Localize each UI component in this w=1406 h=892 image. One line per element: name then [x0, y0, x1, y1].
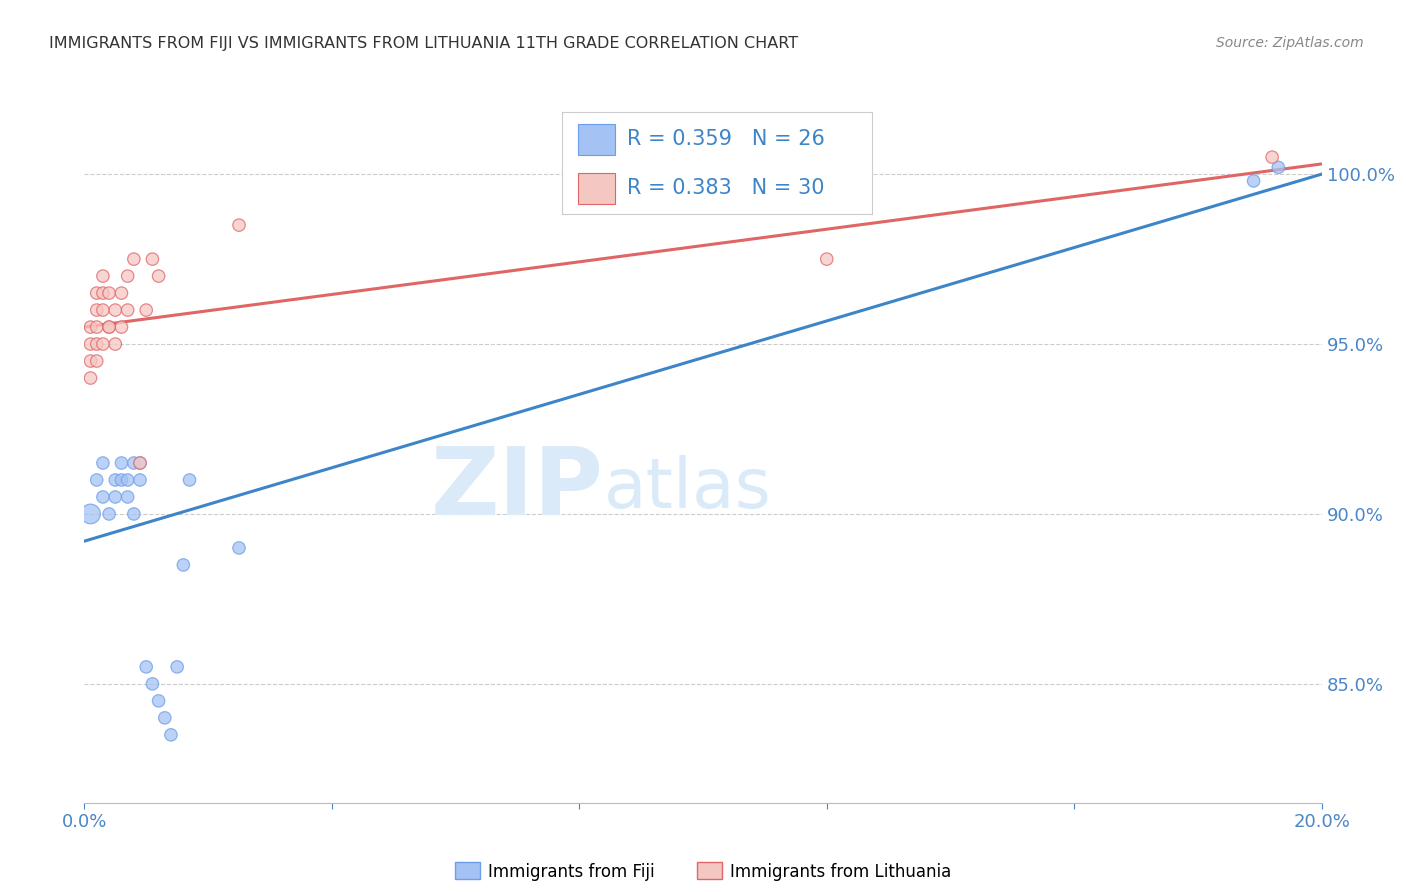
Point	[104, 490, 127, 504]
Point	[141, 677, 163, 691]
Point	[104, 337, 127, 351]
Text: ZIP: ZIP	[432, 442, 605, 535]
Point	[79, 354, 101, 368]
Point	[79, 320, 101, 334]
Point	[79, 507, 101, 521]
Point	[135, 660, 157, 674]
Point	[122, 252, 145, 266]
Point	[86, 473, 108, 487]
Point	[129, 456, 152, 470]
Point	[98, 507, 121, 521]
Point	[98, 320, 121, 334]
Point	[141, 252, 163, 266]
Point	[117, 303, 139, 318]
Point	[1261, 150, 1284, 164]
Point	[148, 694, 170, 708]
Point	[91, 456, 114, 470]
Point	[179, 473, 201, 487]
Point	[117, 490, 139, 504]
Bar	[578, 124, 614, 154]
Point	[117, 473, 139, 487]
Point	[86, 303, 108, 318]
Point	[91, 490, 114, 504]
Point	[110, 473, 132, 487]
Point	[110, 456, 132, 470]
Text: IMMIGRANTS FROM FIJI VS IMMIGRANTS FROM LITHUANIA 11TH GRADE CORRELATION CHART: IMMIGRANTS FROM FIJI VS IMMIGRANTS FROM …	[49, 36, 799, 51]
Point	[91, 286, 114, 301]
Point	[86, 320, 108, 334]
Point	[91, 303, 114, 318]
Point	[91, 269, 114, 284]
Point	[110, 286, 132, 301]
Point	[98, 320, 121, 334]
Point	[79, 337, 101, 351]
Point	[815, 252, 838, 266]
Point	[166, 660, 188, 674]
Point	[91, 337, 114, 351]
Point	[153, 711, 176, 725]
Point	[1243, 174, 1265, 188]
Text: R = 0.359   N = 26: R = 0.359 N = 26	[627, 129, 825, 149]
Point	[98, 286, 121, 301]
Legend: Immigrants from Fiji, Immigrants from Lithuania: Immigrants from Fiji, Immigrants from Li…	[449, 855, 957, 888]
Point	[228, 218, 250, 232]
Point	[79, 371, 101, 385]
Point	[86, 286, 108, 301]
Point	[129, 473, 152, 487]
Point	[1267, 161, 1289, 175]
Text: atlas: atlas	[605, 455, 772, 523]
Bar	[578, 173, 614, 204]
Point	[122, 456, 145, 470]
Point	[86, 337, 108, 351]
Point	[135, 303, 157, 318]
Point	[104, 473, 127, 487]
Point	[122, 507, 145, 521]
Point	[160, 728, 183, 742]
Point	[172, 558, 194, 572]
Point	[86, 354, 108, 368]
Point	[129, 456, 152, 470]
Point	[148, 269, 170, 284]
Point	[117, 269, 139, 284]
Point	[110, 320, 132, 334]
Point	[228, 541, 250, 555]
Text: R = 0.383   N = 30: R = 0.383 N = 30	[627, 178, 825, 198]
Text: Source: ZipAtlas.com: Source: ZipAtlas.com	[1216, 36, 1364, 50]
Point	[104, 303, 127, 318]
